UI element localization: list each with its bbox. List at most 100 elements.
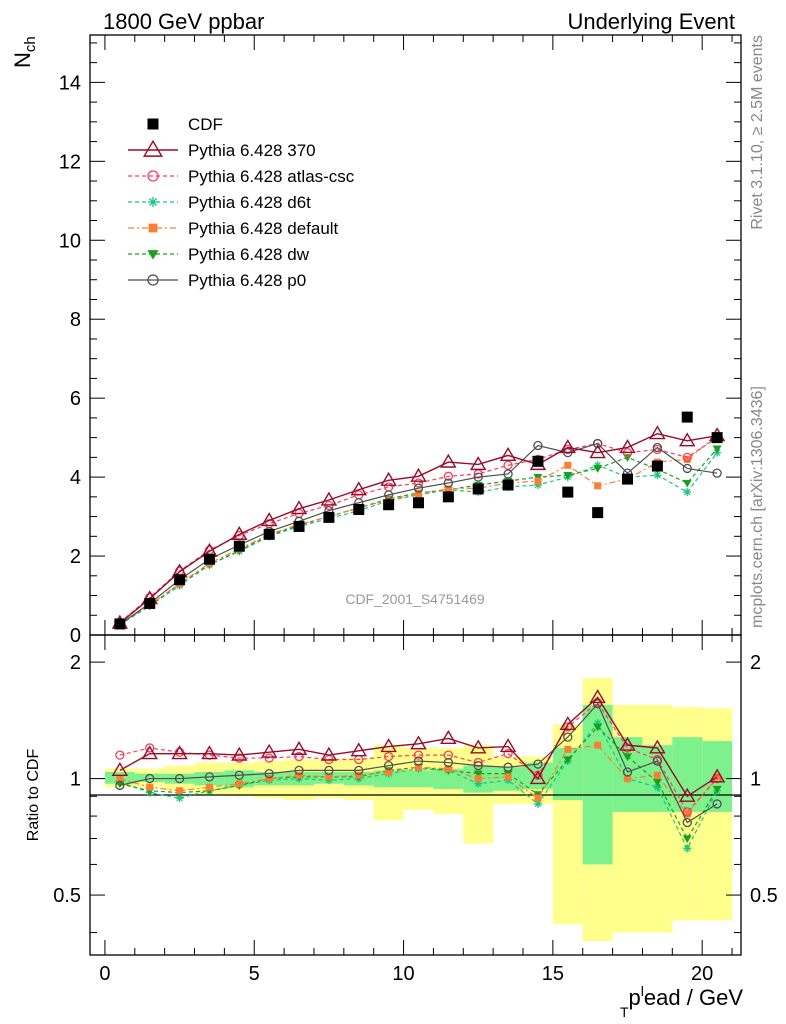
x-axis-label-sup: l	[641, 983, 644, 999]
legend-marker	[147, 250, 159, 260]
data-point	[410, 467, 427, 482]
series-line	[119, 442, 718, 625]
legend-entry: Pythia 6.428 atlas-csc	[128, 167, 355, 186]
ratio-plot-series	[111, 689, 726, 853]
ratio-data-point	[474, 775, 482, 783]
data-point	[681, 411, 693, 423]
legend-entry: Pythia 6.428 dw	[128, 245, 310, 264]
data-point	[533, 440, 543, 451]
ratio-data-point	[589, 689, 606, 704]
main-plot-series	[111, 411, 726, 630]
ratio-data-point	[534, 794, 542, 802]
data-point	[712, 468, 722, 478]
legend-label: Pythia 6.428 default	[188, 219, 339, 238]
ratio-data-point	[354, 765, 364, 776]
ratio-band-inner	[403, 770, 434, 788]
data-point	[203, 553, 215, 565]
y-tick-label: 4	[70, 467, 81, 489]
series-cdf	[114, 411, 723, 630]
data-point	[532, 455, 544, 467]
y-tick-label: 2	[70, 546, 81, 568]
ratio-data-point	[593, 719, 602, 728]
legend-label: Pythia 6.428 370	[188, 141, 316, 160]
x-tick-label: 10	[392, 963, 414, 985]
ratio-data-point	[290, 740, 308, 755]
ratio-data-point	[682, 807, 692, 817]
ratio-data-point	[529, 770, 547, 785]
data-point	[413, 478, 424, 488]
legend-entry: CDF	[147, 115, 223, 134]
data-point	[682, 479, 692, 488]
ratio-data-point	[171, 745, 188, 760]
ratio-data-point	[115, 780, 125, 791]
legend: CDF Pythia 6.428 370 Pythia 6.428 atlas-cs…	[128, 115, 355, 290]
ratio-data-point	[682, 817, 692, 828]
ratio-band-inner	[194, 771, 225, 786]
x-axis-label-base: p	[629, 985, 641, 1010]
ratio-data-point	[145, 773, 155, 784]
ratio-data-point	[593, 723, 603, 732]
ratio-data-point	[440, 730, 457, 745]
ratio-uncertainty-bands	[104, 677, 733, 942]
x-tick-label: 20	[691, 963, 713, 985]
ratio-y-tick-label: 1	[70, 769, 81, 791]
data-point	[380, 471, 397, 486]
ratio-data-point	[559, 716, 577, 731]
ratio-data-point	[653, 783, 662, 792]
data-point	[353, 503, 365, 515]
ratio-series-line	[119, 696, 718, 798]
y-tick-label: 10	[59, 230, 81, 252]
ratio-data-point	[111, 762, 129, 776]
ratio-panel-frame	[89, 634, 742, 956]
data-point	[651, 460, 663, 472]
data-point	[114, 618, 126, 630]
ratio-data-point	[474, 779, 483, 788]
data-point	[350, 481, 367, 496]
ratio-data-point	[385, 768, 393, 776]
ratio-data-point	[469, 739, 487, 754]
ratio-data-point	[234, 770, 244, 780]
legend-entry: Pythia 6.428 p0	[128, 271, 306, 290]
ratio-band-inner	[552, 747, 583, 801]
data-point	[652, 442, 663, 453]
ratio-data-point	[563, 722, 573, 732]
ratio-data-point	[473, 757, 483, 768]
ratio-band-inner	[433, 768, 464, 789]
legend-entry: Pythia 6.428 370	[128, 139, 316, 160]
side-label-bottom: mcplots.cern.ch [arXiv:1306.3436]	[749, 386, 766, 628]
ratio-data-point	[264, 753, 274, 763]
ratio-data-point	[116, 775, 124, 783]
legend-label: CDF	[188, 115, 223, 134]
ratio-data-point	[265, 775, 273, 783]
data-point	[412, 497, 424, 509]
data-point	[263, 528, 275, 540]
legend-label: Pythia 6.428 dw	[188, 245, 310, 264]
ratio-data-point	[649, 739, 666, 754]
series-line	[119, 432, 718, 624]
ratio-data-point	[320, 746, 338, 761]
ratio-series-pythia-6-428-370	[111, 689, 726, 802]
data-point	[443, 471, 453, 481]
ratio-data-point	[414, 763, 422, 771]
ratio-data-point	[563, 756, 573, 765]
ratio-data-point	[413, 750, 424, 760]
data-point	[679, 432, 696, 447]
ratio-series-line	[119, 701, 718, 813]
main-ylabel: Nch	[10, 36, 39, 68]
x-tick-label: 5	[249, 963, 260, 985]
data-point	[444, 485, 452, 493]
ratio-data-point	[325, 773, 333, 781]
ratio-data-point	[653, 771, 661, 779]
ratio-data-point	[682, 835, 692, 844]
legend-label: Pythia 6.428 atlas-csc	[188, 167, 355, 186]
ratio-data-point	[146, 783, 154, 791]
ratio-data-point	[115, 750, 125, 760]
ratio-series-pythia-6-428-default	[116, 741, 721, 818]
ratio-data-point	[564, 745, 572, 753]
data-point	[144, 597, 156, 609]
ratio-data-point	[683, 810, 691, 818]
data-point	[383, 490, 394, 500]
ratio-data-point	[141, 745, 158, 760]
ratio-data-point	[176, 787, 184, 795]
